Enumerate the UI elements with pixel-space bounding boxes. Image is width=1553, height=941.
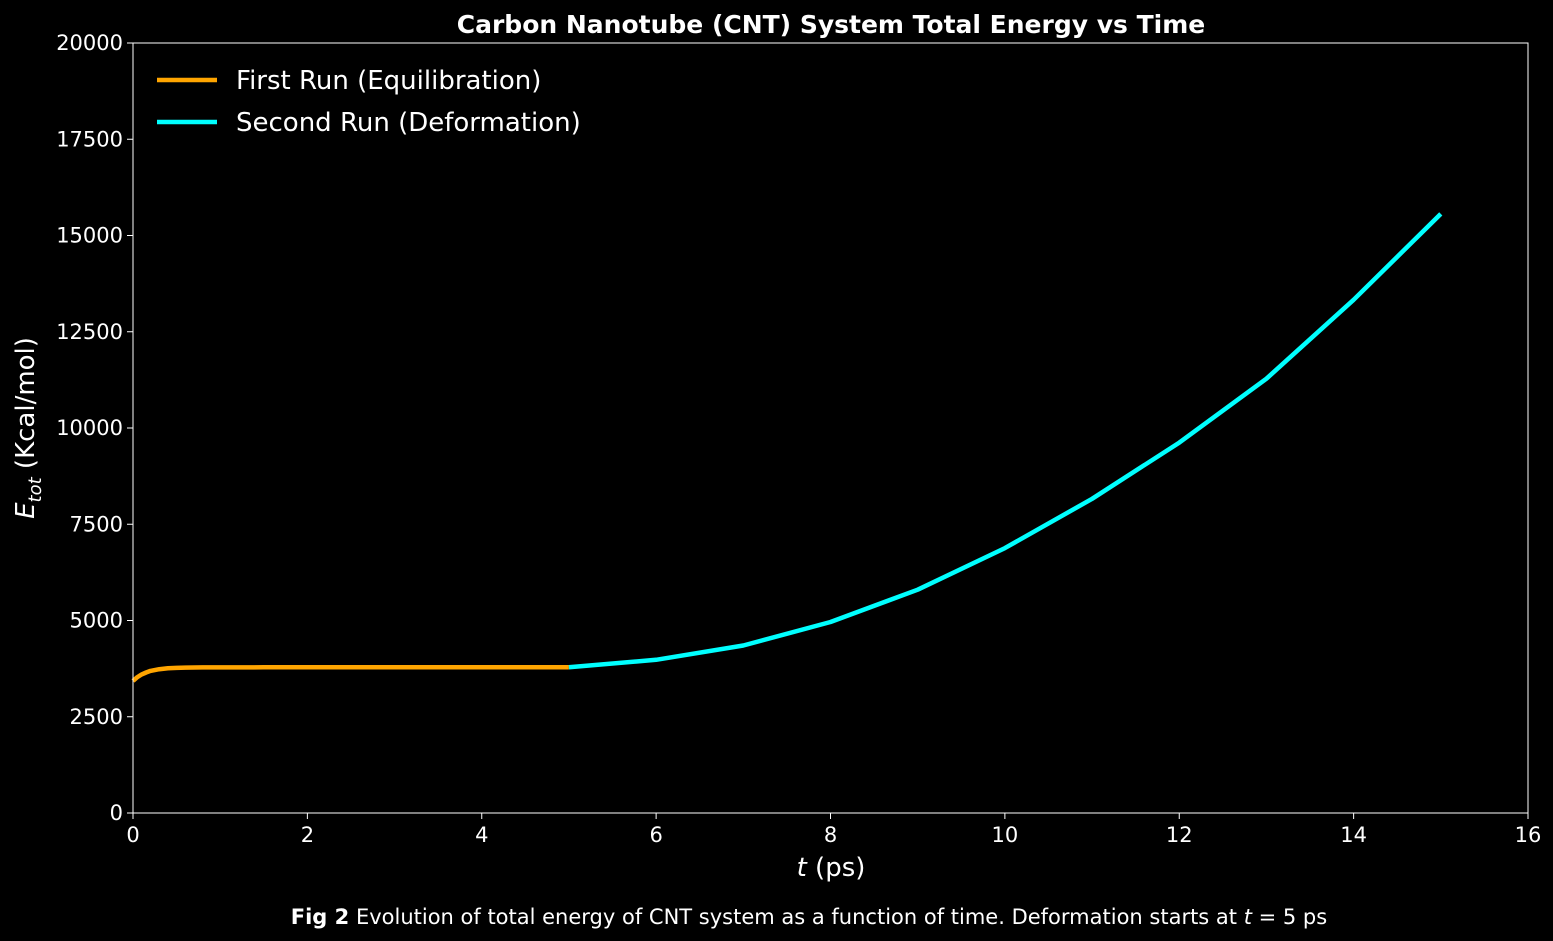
y-tick-label: 0: [110, 801, 123, 825]
y-axis-subscript: tot: [25, 476, 46, 502]
x-tick-label: 8: [824, 823, 837, 847]
y-axis-unit: (Kcal/mol): [11, 337, 41, 477]
figure-caption: Fig 2 Evolution of total energy of CNT s…: [291, 905, 1327, 929]
y-axis-ticks: 0 2500 5000 7500 10000 12500 15000 17500 20000: [56, 31, 133, 825]
legend-label-first-run: First Run (Equilibration): [236, 66, 541, 96]
x-axis-label: t (ps): [797, 853, 866, 883]
legend-label-second-run: Second Run (Deformation): [236, 108, 581, 138]
x-tick-label: 10: [992, 823, 1019, 847]
x-tick-label: 16: [1515, 823, 1542, 847]
caption-text-before: Evolution of total energy of CNT system …: [349, 905, 1243, 929]
caption-text-after: = 5 ps: [1252, 905, 1327, 929]
y-axis-variable: E: [11, 502, 41, 519]
y-axis-label: Etot (Kcal/mol): [11, 337, 46, 519]
x-tick-label: 6: [649, 823, 662, 847]
y-tick-label: 7500: [70, 512, 123, 536]
x-tick-label: 14: [1340, 823, 1367, 847]
series-line-first-run: [131, 665, 569, 683]
y-tick-label: 10000: [56, 416, 123, 440]
x-tick-label: 2: [301, 823, 314, 847]
chart-title: Carbon Nanotube (CNT) System Total Energ…: [457, 10, 1205, 39]
caption-variable: t: [1244, 905, 1253, 929]
y-tick-label: 15000: [56, 224, 123, 248]
x-axis-unit: (ps): [807, 853, 866, 883]
y-tick-label: 2500: [70, 705, 123, 729]
x-axis-ticks: 0 2 4 6 8 10 12 14 16: [126, 813, 1541, 847]
x-axis-variable: t: [797, 853, 808, 883]
y-tick-label: 5000: [70, 609, 123, 633]
series-layer: [131, 212, 1443, 683]
y-tick-label: 20000: [56, 31, 123, 55]
caption-label: Fig 2: [291, 905, 350, 929]
legend: First Run (Equilibration) Second Run (De…: [157, 66, 581, 138]
y-tick-label: 17500: [56, 127, 123, 151]
x-tick-label: 12: [1166, 823, 1193, 847]
y-tick-label: 12500: [56, 320, 123, 344]
x-tick-label: 0: [126, 823, 139, 847]
x-tick-label: 4: [475, 823, 488, 847]
series-line-second-run: [568, 212, 1443, 670]
